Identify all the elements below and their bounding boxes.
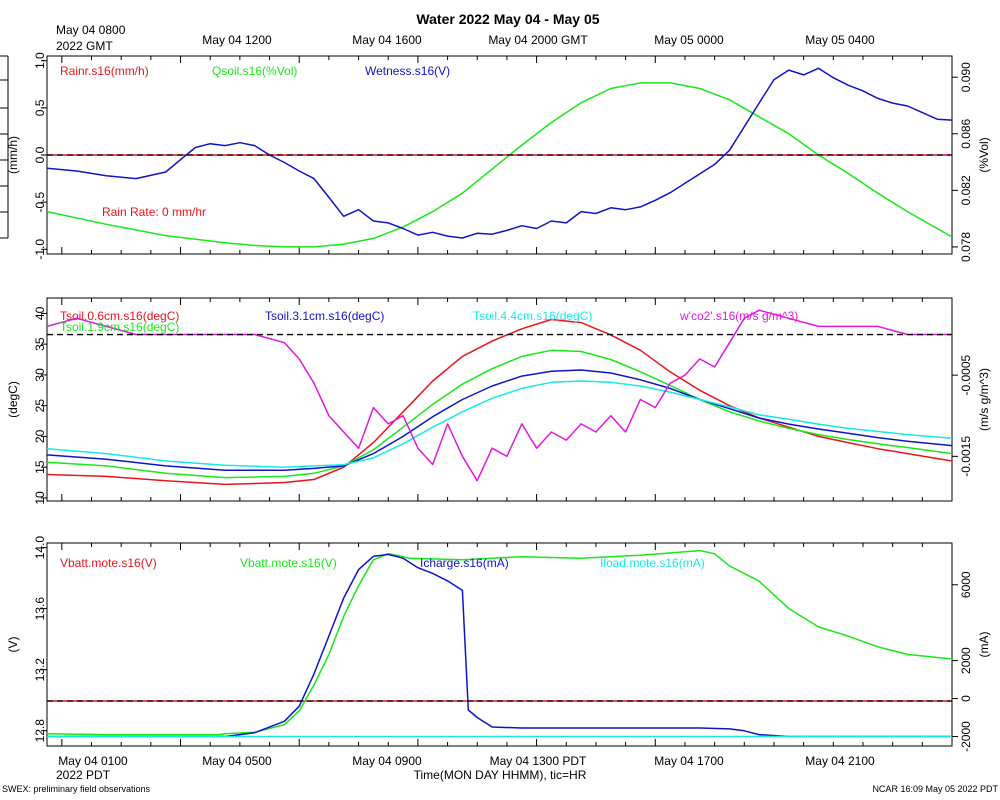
series-line-tsoil-3-1cm-s16-degc [46,369,953,471]
left-y-tick-label: 35 [33,337,47,351]
legend-tsoil-0-6cm-s16-degc: Tsoil.0.6cm.s16(degC) [60,309,179,323]
right-y-tick-label: 0 [959,695,973,702]
legend-icharge-s16-ma: Icharge.s16(mA) [420,556,509,570]
bottom-axis-label: May 04 0900 [352,754,422,768]
bottom-axis-label: May 04 2100 [805,754,875,768]
legend-w-co2-s16-m-s-g-m-3: w'co2'.s16(m/s g/m^3) [679,309,798,323]
top-axis-first-label-sub: 2022 GMT [56,39,113,53]
left-y-tick-label: 30 [33,368,47,382]
panel-top: -1.0 -0.5 0.0 0.5 1.0 (mm/h) 0.078 0.082 0.086 0.… [6,52,991,262]
legend-rainr-s16-mm-h: Rainr.s16(mm/h) [60,64,149,78]
left-y-tick-label: 12.8 [33,719,47,743]
left-y-axis-label: (V) [6,637,20,653]
series-line-tsoil-1-9cm-s16-degc [46,349,953,479]
right-y-tick-label: 0.090 [959,62,973,92]
left-y-axis-label: (degC) [6,381,20,418]
legend-vbatt-mote-s16-v: Vbatt.mote.s16(V) [60,556,157,570]
legend-tsoil-4-4cm-s16-degc: Tsoil.4.4cm.s16(degC) [473,309,592,323]
panel-middle: 10 15 20 25 30 35 40 (degC) -0.0015 -0.0005 (m/s g… [6,297,991,505]
series-line-vbatt-mote-s16-v [46,549,953,736]
bottom-axis-label: May 04 0100 [58,754,128,768]
plot-frame [46,297,953,502]
top-axis-first-label: May 04 0800 [56,23,126,37]
series-line-qsoil-s16-vol [46,82,953,248]
top-axis-label: May 05 0000 [654,33,724,47]
left-edge-fragment [0,55,9,239]
right-y-tick-label: 2000 [959,647,973,674]
top-axis-label: May 04 1600 [352,33,422,47]
right-y-tick-label: -0.0005 [959,354,973,395]
left-y-tick-label: 15 [33,460,47,474]
bottom-axis-sublabel: 2022 PDT [56,768,111,782]
left-y-tick-label: 14.0 [33,536,47,560]
bottom-axis-label: May 04 0500 [202,754,272,768]
chart-title: Water 2022 May 04 - May 05 [416,11,599,27]
right-y-tick-label: 0.086 [959,118,973,148]
left-y-tick-label: 0.5 [33,99,47,116]
right-y-tick-label: 0.082 [959,175,973,205]
series-line-wetness-s16-v [46,67,953,239]
left-y-tick-label: 10 [33,491,47,505]
legend-wetness-s16-v: Wetness.s16(V) [365,64,450,78]
top-axis-label: May 04 2000 GMT [488,33,588,47]
legend-vbatt-mote-s16-v: Vbatt.mote.s16(V) [240,556,337,570]
bottom-axis-label: May 04 1700 [654,754,724,768]
bottom-axis-label: May 04 1300 PDT [490,754,587,768]
bottom-axis-labels: May 04 0100 May 04 0500 May 04 0900 May 04 … [58,754,875,768]
right-y-tick-label: -0.0015 [959,436,973,477]
series-line-tsoil-0-6cm-s16-degc [46,318,953,486]
footer-right: NCAR 16:09 May 05 2022 PDT [872,784,998,794]
left-y-tick-label: 20 [33,429,47,443]
plot-frame [46,542,953,747]
x-axis-title: Time(MON DAY HHMM), tic=HR [414,768,587,782]
left-y-axis-label: (mm/h) [6,136,20,174]
left-y-tick-label: 25 [33,399,47,413]
panel-bottom: 12.8 13.2 13.6 14.0 (V) -2000 0 2000 6000 (mA) Vba… [6,536,991,752]
right-y-tick-label: 6000 [959,571,973,598]
left-y-tick-label: 13.6 [33,597,47,621]
series-line-tsoil-4-4cm-s16-degc [46,380,953,468]
series-line-icharge-s16-ma [47,553,952,738]
right-y-axis-label: (m/s g/m^3) [977,368,991,431]
footer-left: SWEX: preliminary field observations [2,784,151,794]
top-axis-label: May 04 1200 [202,33,272,47]
left-y-tick-label: 40 [33,306,47,320]
right-y-tick-label: -2000 [959,721,973,752]
left-y-tick-label: -1.0 [33,239,47,260]
legend-tsoil-3-1cm-s16-degc: Tsoil.3.1cm.s16(degC) [265,309,384,323]
legend-iload-mote-s16-ma: Iload.mote.s16(mA) [600,556,705,570]
right-y-tick-label: 0.078 [959,232,973,262]
left-y-tick-label: -0.5 [33,191,47,212]
legend-tsoil-1-9cm-s16-degc: Tsoil.1.9cm.s16(degC) [60,320,179,334]
top-axis-labels: May 04 1200 May 04 1600 May 04 2000 GMT May… [202,33,875,47]
series-line-w-co2-s16-m-s-g-m-3 [46,309,952,482]
top-axis-label: May 05 0400 [805,33,875,47]
right-y-axis-label: (%Vol) [977,137,991,172]
rain-rate-annotation: Rain Rate: 0 mm/hr [102,205,206,219]
right-y-axis-label: (mA) [977,632,991,658]
left-y-tick-label: 13.2 [33,658,47,682]
left-y-tick-label: 1.0 [33,52,47,69]
left-y-tick-label: 0.0 [33,146,47,163]
legend-qsoil-s16-vol: Qsoil.s16(%Vol) [212,64,297,78]
